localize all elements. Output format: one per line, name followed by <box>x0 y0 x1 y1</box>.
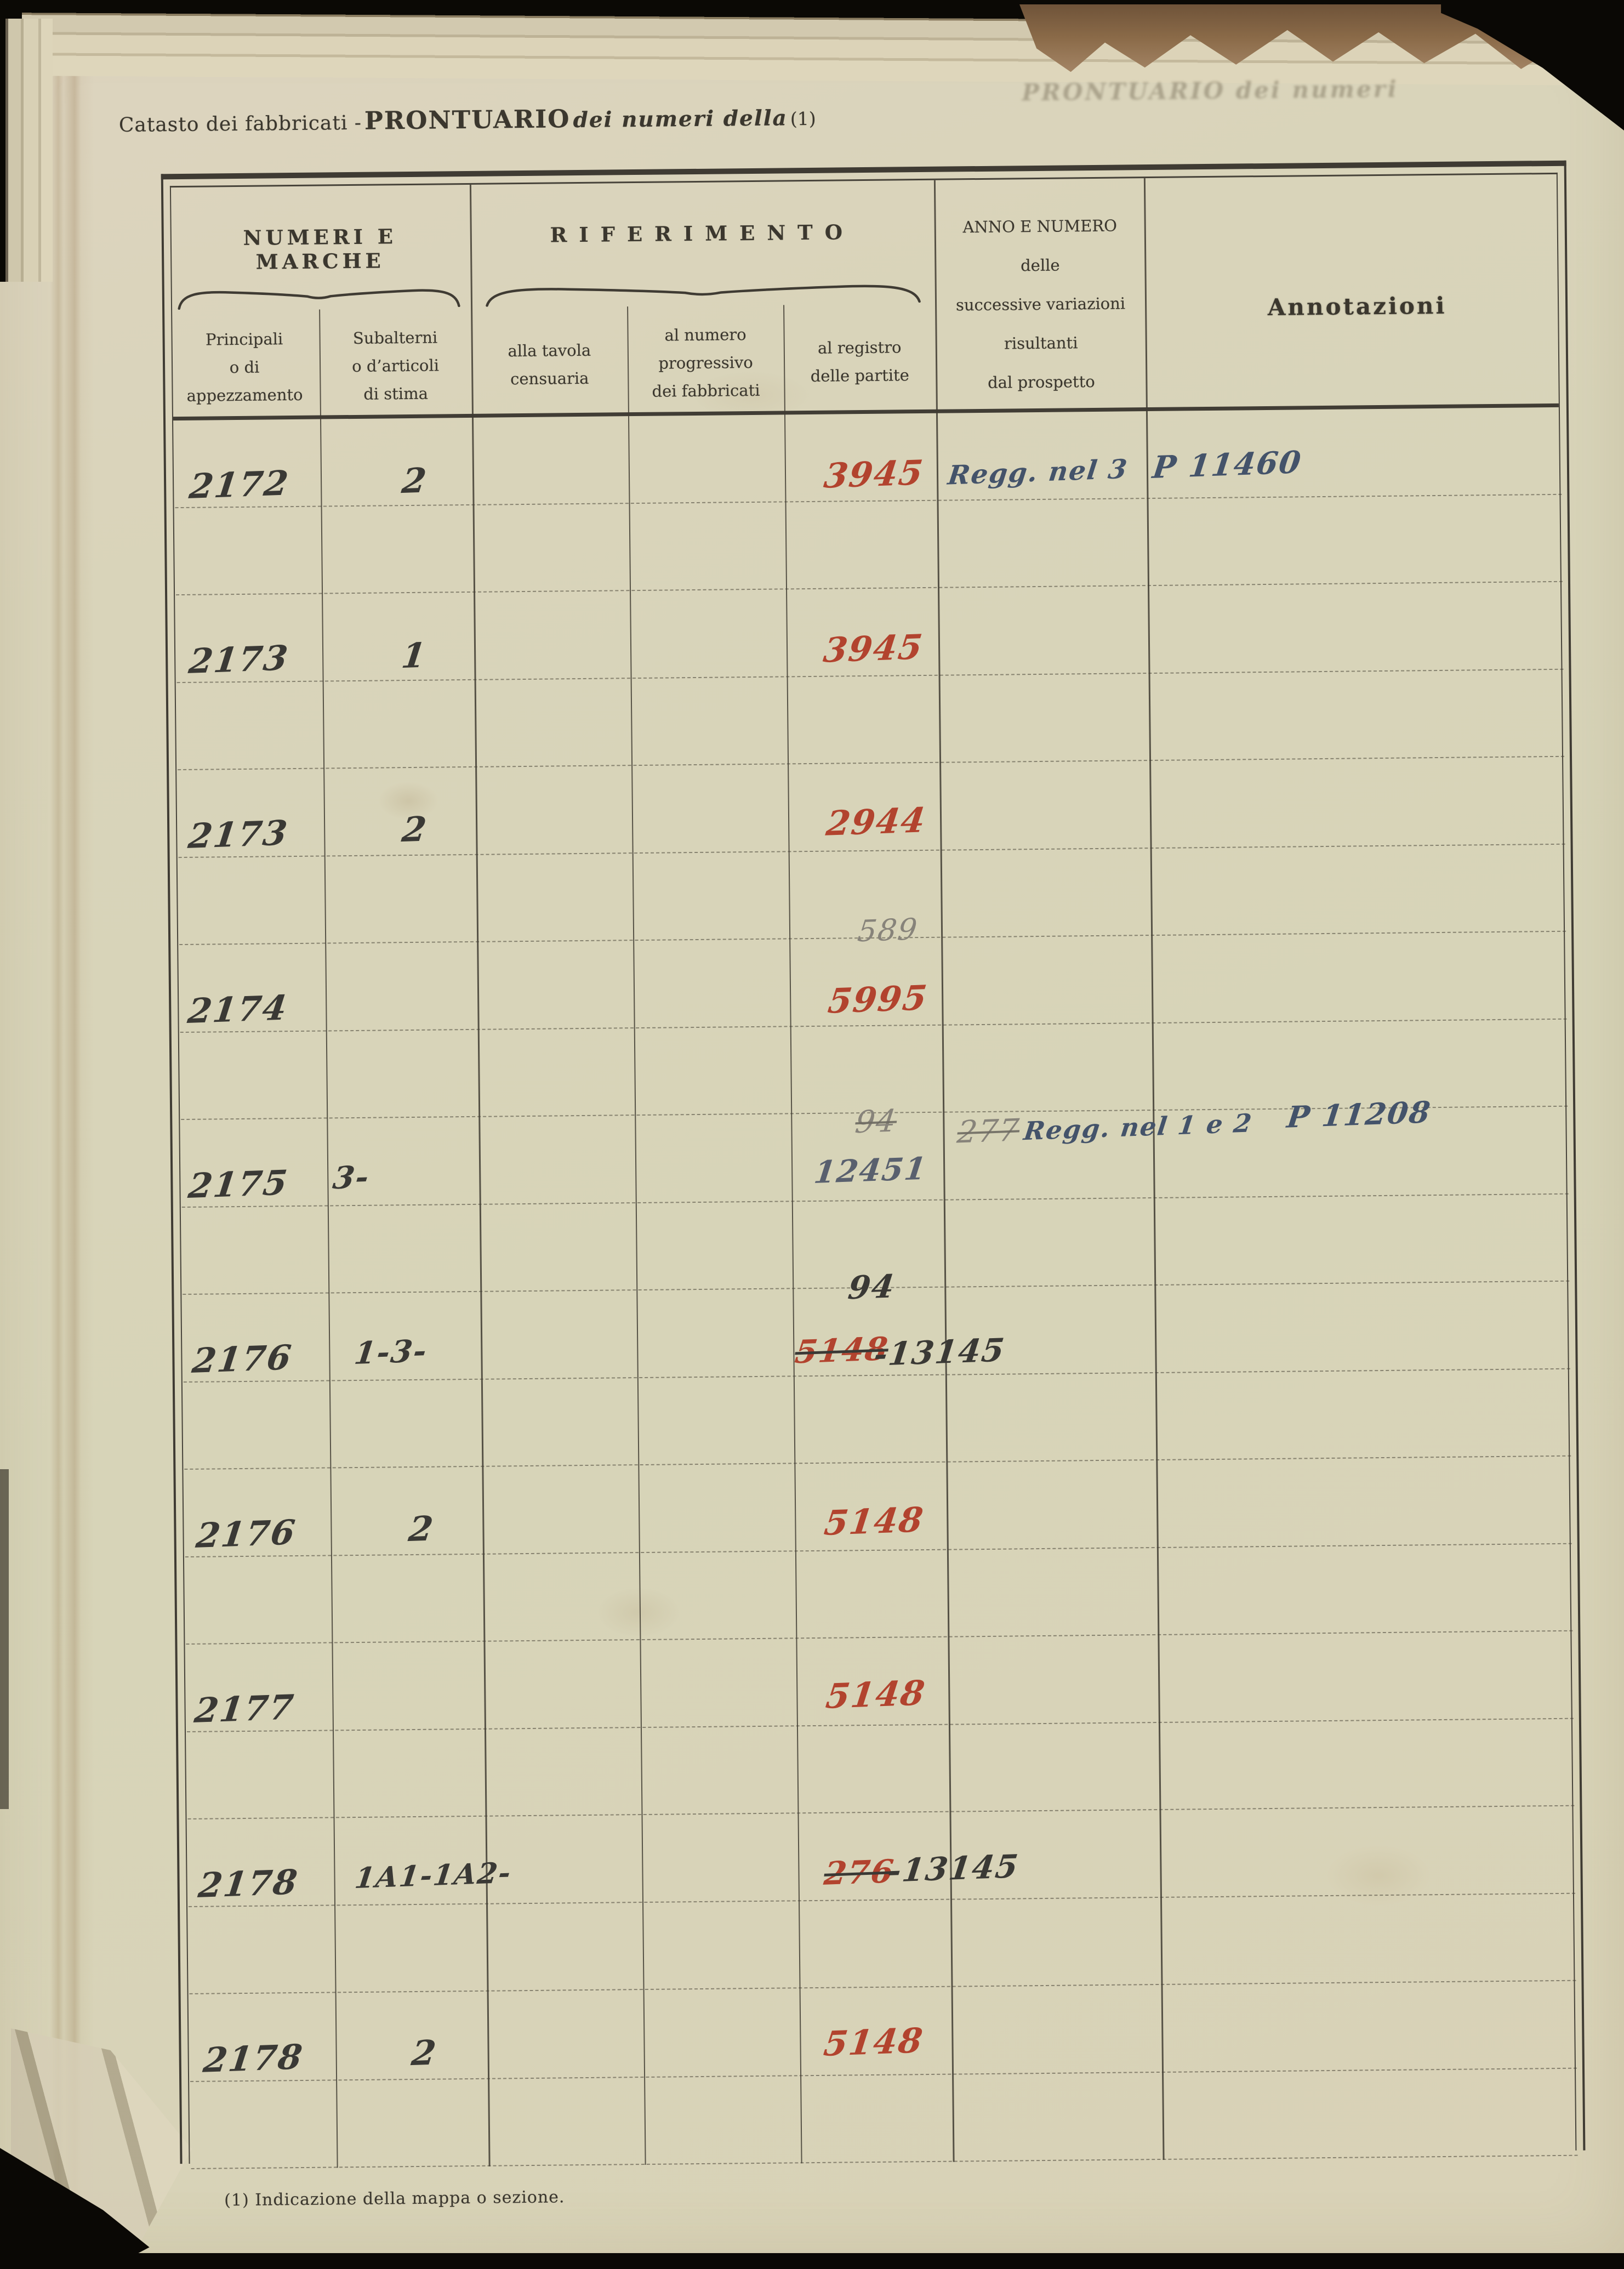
column-group-numeri-e-marche: NUMERI E MARCHE <box>243 224 397 274</box>
column-header-subalterni: Subalterni o d’articoli di stima <box>352 328 440 403</box>
brace-riferimento <box>478 280 928 307</box>
row-4-registro-pencil: 589 <box>856 912 920 949</box>
prontuario-table: NUMERI E MARCHE RIFERIMENTO Principali o… <box>161 160 1586 2169</box>
scan-edge-bottom <box>0 2253 1624 2269</box>
title-prefix: Catasto dei fabbricati - <box>118 111 362 137</box>
row-5-anno-cancellato: 277 <box>955 1112 1022 1151</box>
row-10-subalterni: 2 <box>409 2032 440 2074</box>
column-header-registro-partite: al registro delle partite <box>810 338 910 385</box>
row-7-principali: 2176 <box>193 1512 299 1556</box>
page-edges-left <box>0 19 53 282</box>
row-4-registro: 5995 <box>825 977 930 1021</box>
row-9-registro-cancellato: 276 <box>822 1852 897 1892</box>
title-italic: dei numeri della <box>573 105 788 133</box>
row-1-subalterni: 2 <box>400 460 430 502</box>
column-header-numero-progressivo: al numero progressivo dei fabbricati <box>652 325 760 401</box>
row-3-subalterni: 2 <box>400 809 430 850</box>
paper-stain <box>378 782 438 820</box>
row-10-principali: 2178 <box>201 2037 306 2080</box>
row-3-registro: 2944 <box>824 800 928 844</box>
column-header-annotazioni: Annotazioni <box>1267 292 1447 321</box>
ink-bleed-ghost-text: PRONTUARIO dei numeri <box>1022 75 1399 106</box>
row-6-principali: 2176 <box>190 1337 294 1381</box>
row-1-annotazione: P 11460 <box>1150 444 1304 486</box>
brace-numeri <box>173 284 465 310</box>
column-group-riferimento: RIFERIMENTO <box>550 220 855 247</box>
paper-stain <box>1326 1845 1431 1906</box>
row-6-registro-sopra: 94 <box>846 1267 897 1307</box>
scan-edge-left <box>0 1469 9 1809</box>
row-8-principali: 2177 <box>192 1687 297 1731</box>
row-5-registro: 12451 <box>812 1150 930 1191</box>
row-1-anno-nota: Regg. nel 3 <box>946 453 1130 491</box>
row-5-annotazione: P 11208 <box>1285 1094 1433 1135</box>
row-2-registro: 3945 <box>821 627 926 670</box>
row-5-subalterni: 3- <box>331 1159 372 1197</box>
row-3-principali: 2173 <box>186 812 290 856</box>
paper-stain <box>597 1588 680 1637</box>
paper-sheet <box>0 20 1624 2256</box>
row-6-subalterni: 1-3- <box>352 1333 430 1372</box>
row-9-principali: 2178 <box>196 1862 301 1906</box>
row-9-registro-nuovo: -13145 <box>885 1847 1021 1890</box>
row-1-principali: 2172 <box>187 463 292 507</box>
row-5-registro-cancellato: 94 <box>853 1103 899 1141</box>
row-6-registro-nuovo: -13145 <box>871 1331 1007 1373</box>
fold-crease <box>50 20 94 2256</box>
row-9-subalterni: 1A1-1A2- <box>352 1856 514 1896</box>
column-header-anno-e-numero: ANNO E NUMERO delle successive variazion… <box>955 216 1126 393</box>
row-5-principali: 2175 <box>186 1162 290 1206</box>
row-7-subalterni: 2 <box>406 1508 437 1550</box>
row-8-registro: 5148 <box>823 1673 928 1716</box>
title-footnote-ref: (1) <box>790 107 816 130</box>
column-header-tavola-censuaria: alla tavola censuaria <box>508 340 591 388</box>
row-2-subalterni: 1 <box>399 635 429 676</box>
row-1-registro: 3945 <box>822 452 926 496</box>
row-2-principali: 2173 <box>186 638 291 681</box>
row-4-principali: 2174 <box>185 987 290 1031</box>
footnote: (1) Indicazione della mappa o sezione. <box>224 2187 565 2210</box>
page-title: Catasto dei fabbricati - PRONTUARIO dei … <box>119 102 816 138</box>
row-10-registro: 5148 <box>821 2020 926 2064</box>
row-7-registro: 5148 <box>822 1499 926 1543</box>
column-header-principali: Principali o di appezzamento <box>186 329 303 405</box>
title-main: PRONTUARIO <box>364 104 571 135</box>
